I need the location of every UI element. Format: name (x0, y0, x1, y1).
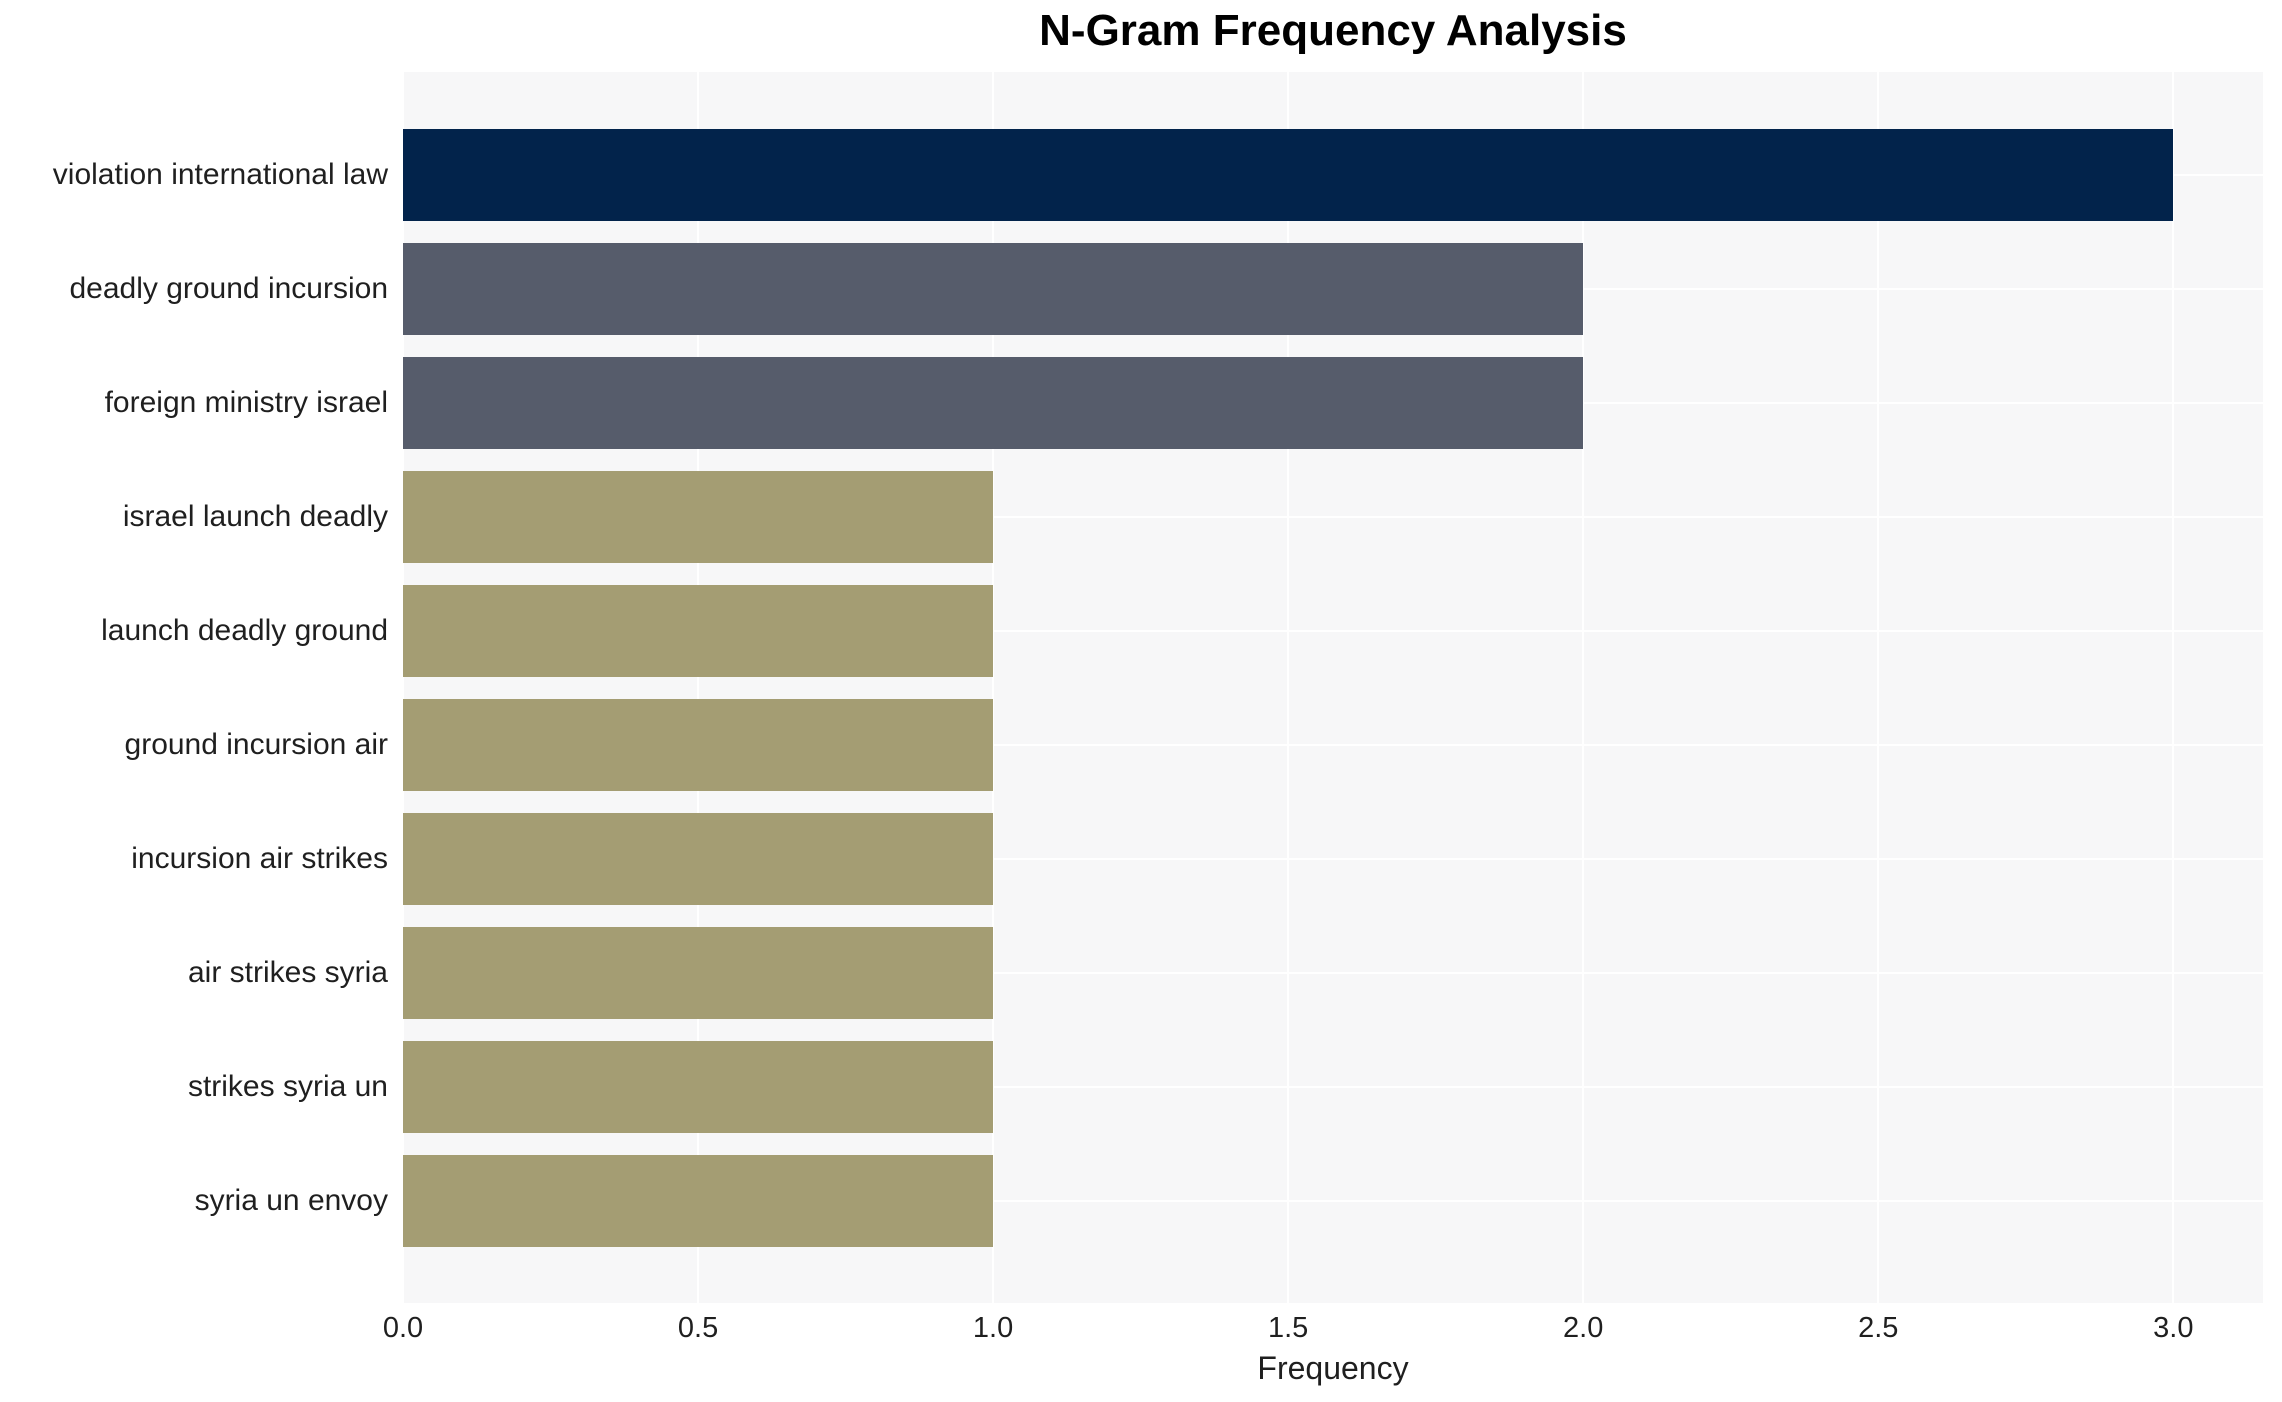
y-gridline (403, 515, 2263, 518)
bar (403, 242, 1584, 335)
x-gridline (1877, 72, 1880, 1303)
y-axis-label: strikes syria un (187, 1069, 388, 1103)
y-axis-label: deadly ground incursion (69, 271, 388, 305)
x-tick-label: 0.5 (677, 1312, 719, 1344)
y-axis-label: violation international law (52, 157, 388, 191)
bar (403, 470, 994, 563)
bar (403, 812, 994, 905)
plot-area (402, 72, 2263, 1303)
x-axis-title: Frequency (1257, 1350, 1409, 1386)
bar (403, 1040, 994, 1133)
x-tick-label: 2.5 (1858, 1312, 1899, 1344)
y-axis-label: launch deadly ground (101, 613, 388, 647)
y-gridline (403, 743, 2263, 746)
bar (403, 356, 1584, 449)
y-gridline (403, 1199, 2263, 1202)
y-gridline (403, 971, 2263, 974)
bar (403, 1154, 994, 1247)
x-tick-label: 1.5 (1267, 1312, 1309, 1344)
y-axis-label: foreign ministry israel (104, 385, 388, 419)
x-gridline (697, 72, 700, 1303)
bar (403, 584, 994, 677)
y-gridline (403, 1085, 2263, 1088)
x-tick-label: 2.0 (1563, 1312, 1604, 1344)
x-tick-label: 1.0 (972, 1312, 1014, 1344)
y-axis-label: israel launch deadly (122, 499, 388, 533)
y-axis-label: air strikes syria (187, 955, 388, 989)
x-tick-label: 0.0 (382, 1312, 424, 1344)
x-gridline (402, 72, 404, 1303)
x-gridline (2172, 72, 2175, 1303)
y-axis-label: incursion air strikes (131, 841, 388, 875)
x-gridline (992, 72, 995, 1303)
y-axis-label: syria un envoy (194, 1183, 388, 1217)
bar (403, 698, 994, 791)
y-gridline (403, 857, 2263, 860)
y-gridline (403, 629, 2263, 632)
x-tick-label: 3.0 (2153, 1312, 2194, 1344)
bar (403, 128, 2174, 221)
y-axis-label: ground incursion air (124, 727, 388, 761)
bar (403, 926, 994, 1019)
chart-title: N-Gram Frequency Analysis (1039, 6, 1627, 55)
x-gridline (1287, 72, 1290, 1303)
x-gridline (1582, 72, 1585, 1303)
